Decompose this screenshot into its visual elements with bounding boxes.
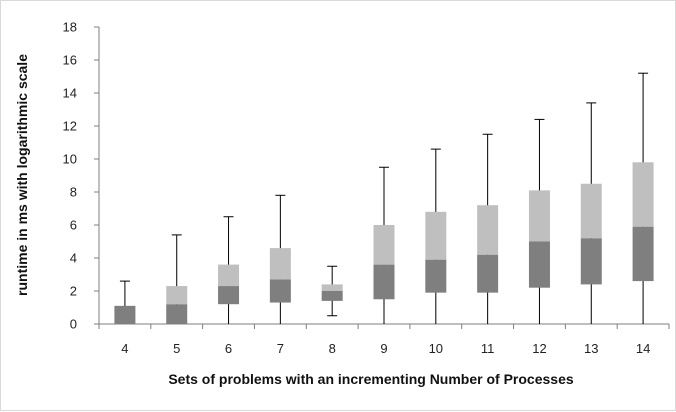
box-12 [528, 118, 550, 324]
y-tick-label: 16 [63, 53, 77, 68]
y-tick-label: 14 [63, 86, 77, 101]
x-axis-title: Sets of problems with an incrementing Nu… [168, 371, 574, 387]
box-lower [218, 286, 240, 305]
box-7 [269, 194, 291, 324]
x-tick-label: 8 [329, 341, 336, 356]
x-tick-label: 13 [584, 341, 598, 356]
box-9 [373, 166, 395, 324]
box-lower [166, 304, 188, 324]
box-upper [528, 190, 550, 242]
box-upper [321, 284, 343, 291]
y-tick-label: 0 [70, 317, 77, 332]
x-tick-label: 11 [481, 341, 495, 356]
x-tick-label: 9 [380, 341, 387, 356]
x-tick-label: 4 [121, 341, 128, 356]
box-lower [373, 264, 395, 300]
box-lower [425, 259, 447, 293]
y-tick-label: 18 [63, 20, 77, 35]
x-tick-label: 14 [636, 341, 650, 356]
box-upper [632, 162, 654, 227]
box-upper [373, 225, 395, 265]
box-upper [166, 286, 188, 305]
box-lower [321, 291, 343, 301]
box-upper [425, 211, 447, 260]
y-tick-label: 10 [63, 152, 77, 167]
y-axis-title: runtime in ms with logarithmic scale [14, 54, 30, 296]
x-tick-label: 6 [225, 341, 232, 356]
box-upper [477, 205, 499, 255]
y-tick-label: 4 [70, 251, 77, 266]
x-tick-label: 7 [277, 341, 284, 356]
y-tick-label: 12 [63, 119, 77, 134]
box-6 [218, 216, 240, 324]
box-10 [425, 148, 447, 324]
box-lower [528, 241, 550, 288]
y-tick-label: 2 [70, 284, 77, 299]
box-upper [269, 248, 291, 280]
box-lower [114, 305, 136, 324]
box-upper [580, 183, 602, 239]
box-upper [218, 264, 240, 287]
box-series [114, 72, 654, 324]
box-8 [321, 265, 343, 317]
box-5 [166, 234, 188, 324]
box-lower [269, 279, 291, 303]
y-axis: 0 2 4 6 8 10 12 14 16 18 [63, 20, 100, 332]
box-11 [477, 133, 499, 324]
box-lower [580, 238, 602, 285]
x-tick-label: 12 [532, 341, 546, 356]
y-tick-label: 8 [70, 185, 77, 200]
box-lower [632, 226, 654, 282]
y-tick-label: 6 [70, 218, 77, 233]
box-4 [114, 280, 136, 324]
box-13 [580, 102, 602, 324]
x-tick-label: 5 [173, 341, 180, 356]
box-14 [632, 72, 654, 324]
box-lower [477, 254, 499, 293]
x-tick-label: 10 [429, 341, 443, 356]
x-axis: 4 5 6 7 8 9 10 11 12 13 14 [98, 323, 670, 356]
